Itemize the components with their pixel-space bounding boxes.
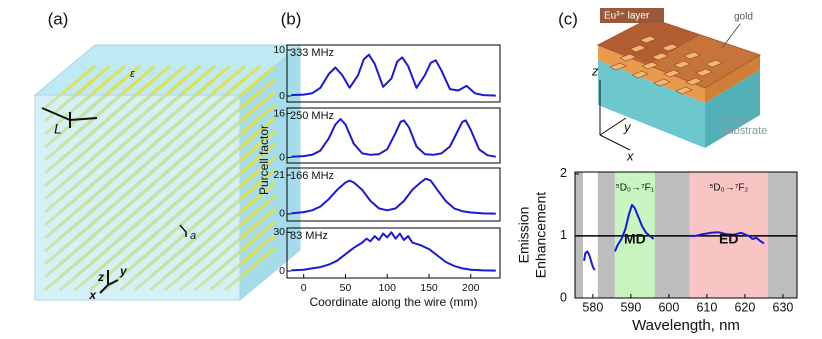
hole xyxy=(673,60,691,69)
hole xyxy=(631,70,649,79)
band xyxy=(597,172,615,298)
axis-label: x xyxy=(88,288,97,302)
substrate-label: substrate xyxy=(722,125,767,137)
x-tick-label: 0 xyxy=(301,282,307,294)
axis-label: z xyxy=(97,270,104,284)
axis-arrow xyxy=(99,284,109,294)
x-axis-label: Wavelength, nm xyxy=(632,317,740,334)
x-tick-label: 590 xyxy=(620,300,641,314)
axis-arrow xyxy=(599,134,631,151)
transition-label: ⁵D₀→⁷F₂ xyxy=(709,183,748,194)
y-tick-label: 21 xyxy=(273,169,285,181)
data-line xyxy=(291,231,496,272)
y-axis-label: Enhancement xyxy=(533,192,549,279)
y-tick-label: 0 xyxy=(279,151,285,163)
x-tick-label: 600 xyxy=(658,300,679,314)
x-tick-label: 200 xyxy=(462,282,480,294)
axis-arrow xyxy=(107,279,119,286)
x-tick-label: 630 xyxy=(773,300,794,314)
period-marker xyxy=(41,107,71,121)
hole xyxy=(629,44,647,53)
epsilon-label: ε xyxy=(130,68,135,80)
transition-label: ED xyxy=(719,231,738,247)
axis-label: x xyxy=(626,148,634,163)
frequency-label: 83 MHz xyxy=(290,230,328,242)
x-tick-label: 580 xyxy=(582,300,603,314)
hole xyxy=(705,59,723,68)
x-tick-label: 620 xyxy=(734,300,755,314)
cube-illustration xyxy=(33,43,302,302)
period-marker xyxy=(69,117,98,121)
data-line xyxy=(583,203,765,271)
band xyxy=(654,172,690,298)
hole xyxy=(675,86,693,95)
hole xyxy=(695,68,713,77)
hole xyxy=(663,69,681,78)
y-axis-label: Emission xyxy=(516,207,532,264)
y-tick-label: 30 xyxy=(273,226,285,238)
y-tick-label: 2 xyxy=(560,166,567,180)
y-tick-label: 10 xyxy=(273,44,285,56)
frequency-label: 333 MHz xyxy=(290,47,334,59)
frequency-label: 166 MHz xyxy=(290,170,334,182)
substrate-label: glass xyxy=(722,112,748,124)
axis-label: y xyxy=(623,119,632,134)
period-label: L xyxy=(54,121,62,137)
hole xyxy=(661,43,679,52)
band xyxy=(575,172,583,298)
x-tick-label: 610 xyxy=(696,300,717,314)
data-line xyxy=(291,118,496,158)
axis-label: z xyxy=(591,63,599,78)
y-tick-label: 1 xyxy=(560,228,567,242)
plot-frame xyxy=(286,44,501,103)
hole xyxy=(619,53,637,62)
data-line xyxy=(291,177,496,215)
y-tick-label: 0 xyxy=(560,290,567,304)
plot-frame xyxy=(286,107,501,164)
layer-label: Eu³⁺ layer xyxy=(604,11,650,22)
x-tick-label: 50 xyxy=(340,282,352,294)
transition-label: MD xyxy=(624,231,646,247)
sample-illustration xyxy=(596,8,762,148)
x-axis-label: Coordinate along the wire (mm) xyxy=(309,295,477,309)
y-tick-label: 0 xyxy=(279,265,285,277)
hole xyxy=(641,61,659,70)
transition-label: ⁵D₀→⁷F₁ xyxy=(616,183,655,194)
hole xyxy=(639,35,657,44)
x-tick-label: 150 xyxy=(420,282,438,294)
plot-frame xyxy=(286,227,501,279)
hole xyxy=(609,62,627,71)
frequency-label: 250 MHz xyxy=(290,110,334,122)
y-tick-label: 0 xyxy=(279,90,285,102)
axis-label: y xyxy=(119,264,128,278)
label-bg xyxy=(600,8,664,23)
y-axis-label: Purcell factor xyxy=(257,125,271,195)
cube-front xyxy=(34,94,241,301)
band xyxy=(767,172,797,298)
hole xyxy=(683,51,701,60)
y-tick-label: 16 xyxy=(273,107,285,119)
hole xyxy=(651,52,669,61)
panel-label: (b) xyxy=(281,9,302,28)
plot-frame xyxy=(286,167,501,222)
data-line xyxy=(291,53,496,97)
y-tick-label: 0 xyxy=(279,208,285,220)
radius-marker xyxy=(179,224,187,237)
x-tick-label: 100 xyxy=(378,282,396,294)
gold-side xyxy=(705,55,760,103)
plot-frame xyxy=(574,171,798,299)
pointer xyxy=(721,23,741,49)
axis-arrow xyxy=(599,117,627,136)
hole xyxy=(653,78,671,87)
hole xyxy=(685,77,703,86)
glass-side xyxy=(705,70,760,148)
radius-label: a xyxy=(190,230,196,242)
panel-label: (c) xyxy=(558,9,578,28)
glass-side xyxy=(598,60,705,148)
panel-label: (a) xyxy=(48,9,69,28)
gold-label: gold xyxy=(734,12,753,23)
